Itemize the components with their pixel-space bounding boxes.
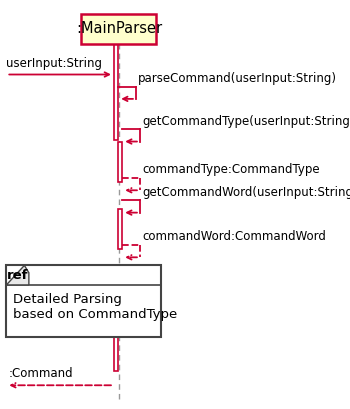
Bar [114,324,118,371]
Polygon shape [6,265,29,285]
Text: commandWord:CommandWord: commandWord:CommandWord [142,231,326,243]
Text: getCommandType(userInput:String): getCommandType(userInput:String) [142,115,350,128]
Text: ref: ref [7,269,28,282]
Bar [6,265,161,337]
Text: Detailed Parsing
based on CommandType: Detailed Parsing based on CommandType [13,293,177,321]
Text: userInput:String: userInput:String [6,56,103,70]
Text: parseCommand(userInput:String): parseCommand(userInput:String) [138,72,337,85]
Bar [114,44,118,139]
Text: :Command: :Command [9,367,74,380]
Bar [118,209,122,249]
Bar [118,142,122,182]
Text: :MainParser: :MainParser [76,21,162,36]
Text: getCommandWord(userInput:String): getCommandWord(userInput:String) [142,186,350,199]
Text: commandType:CommandType: commandType:CommandType [142,164,320,176]
FancyBboxPatch shape [81,13,156,44]
